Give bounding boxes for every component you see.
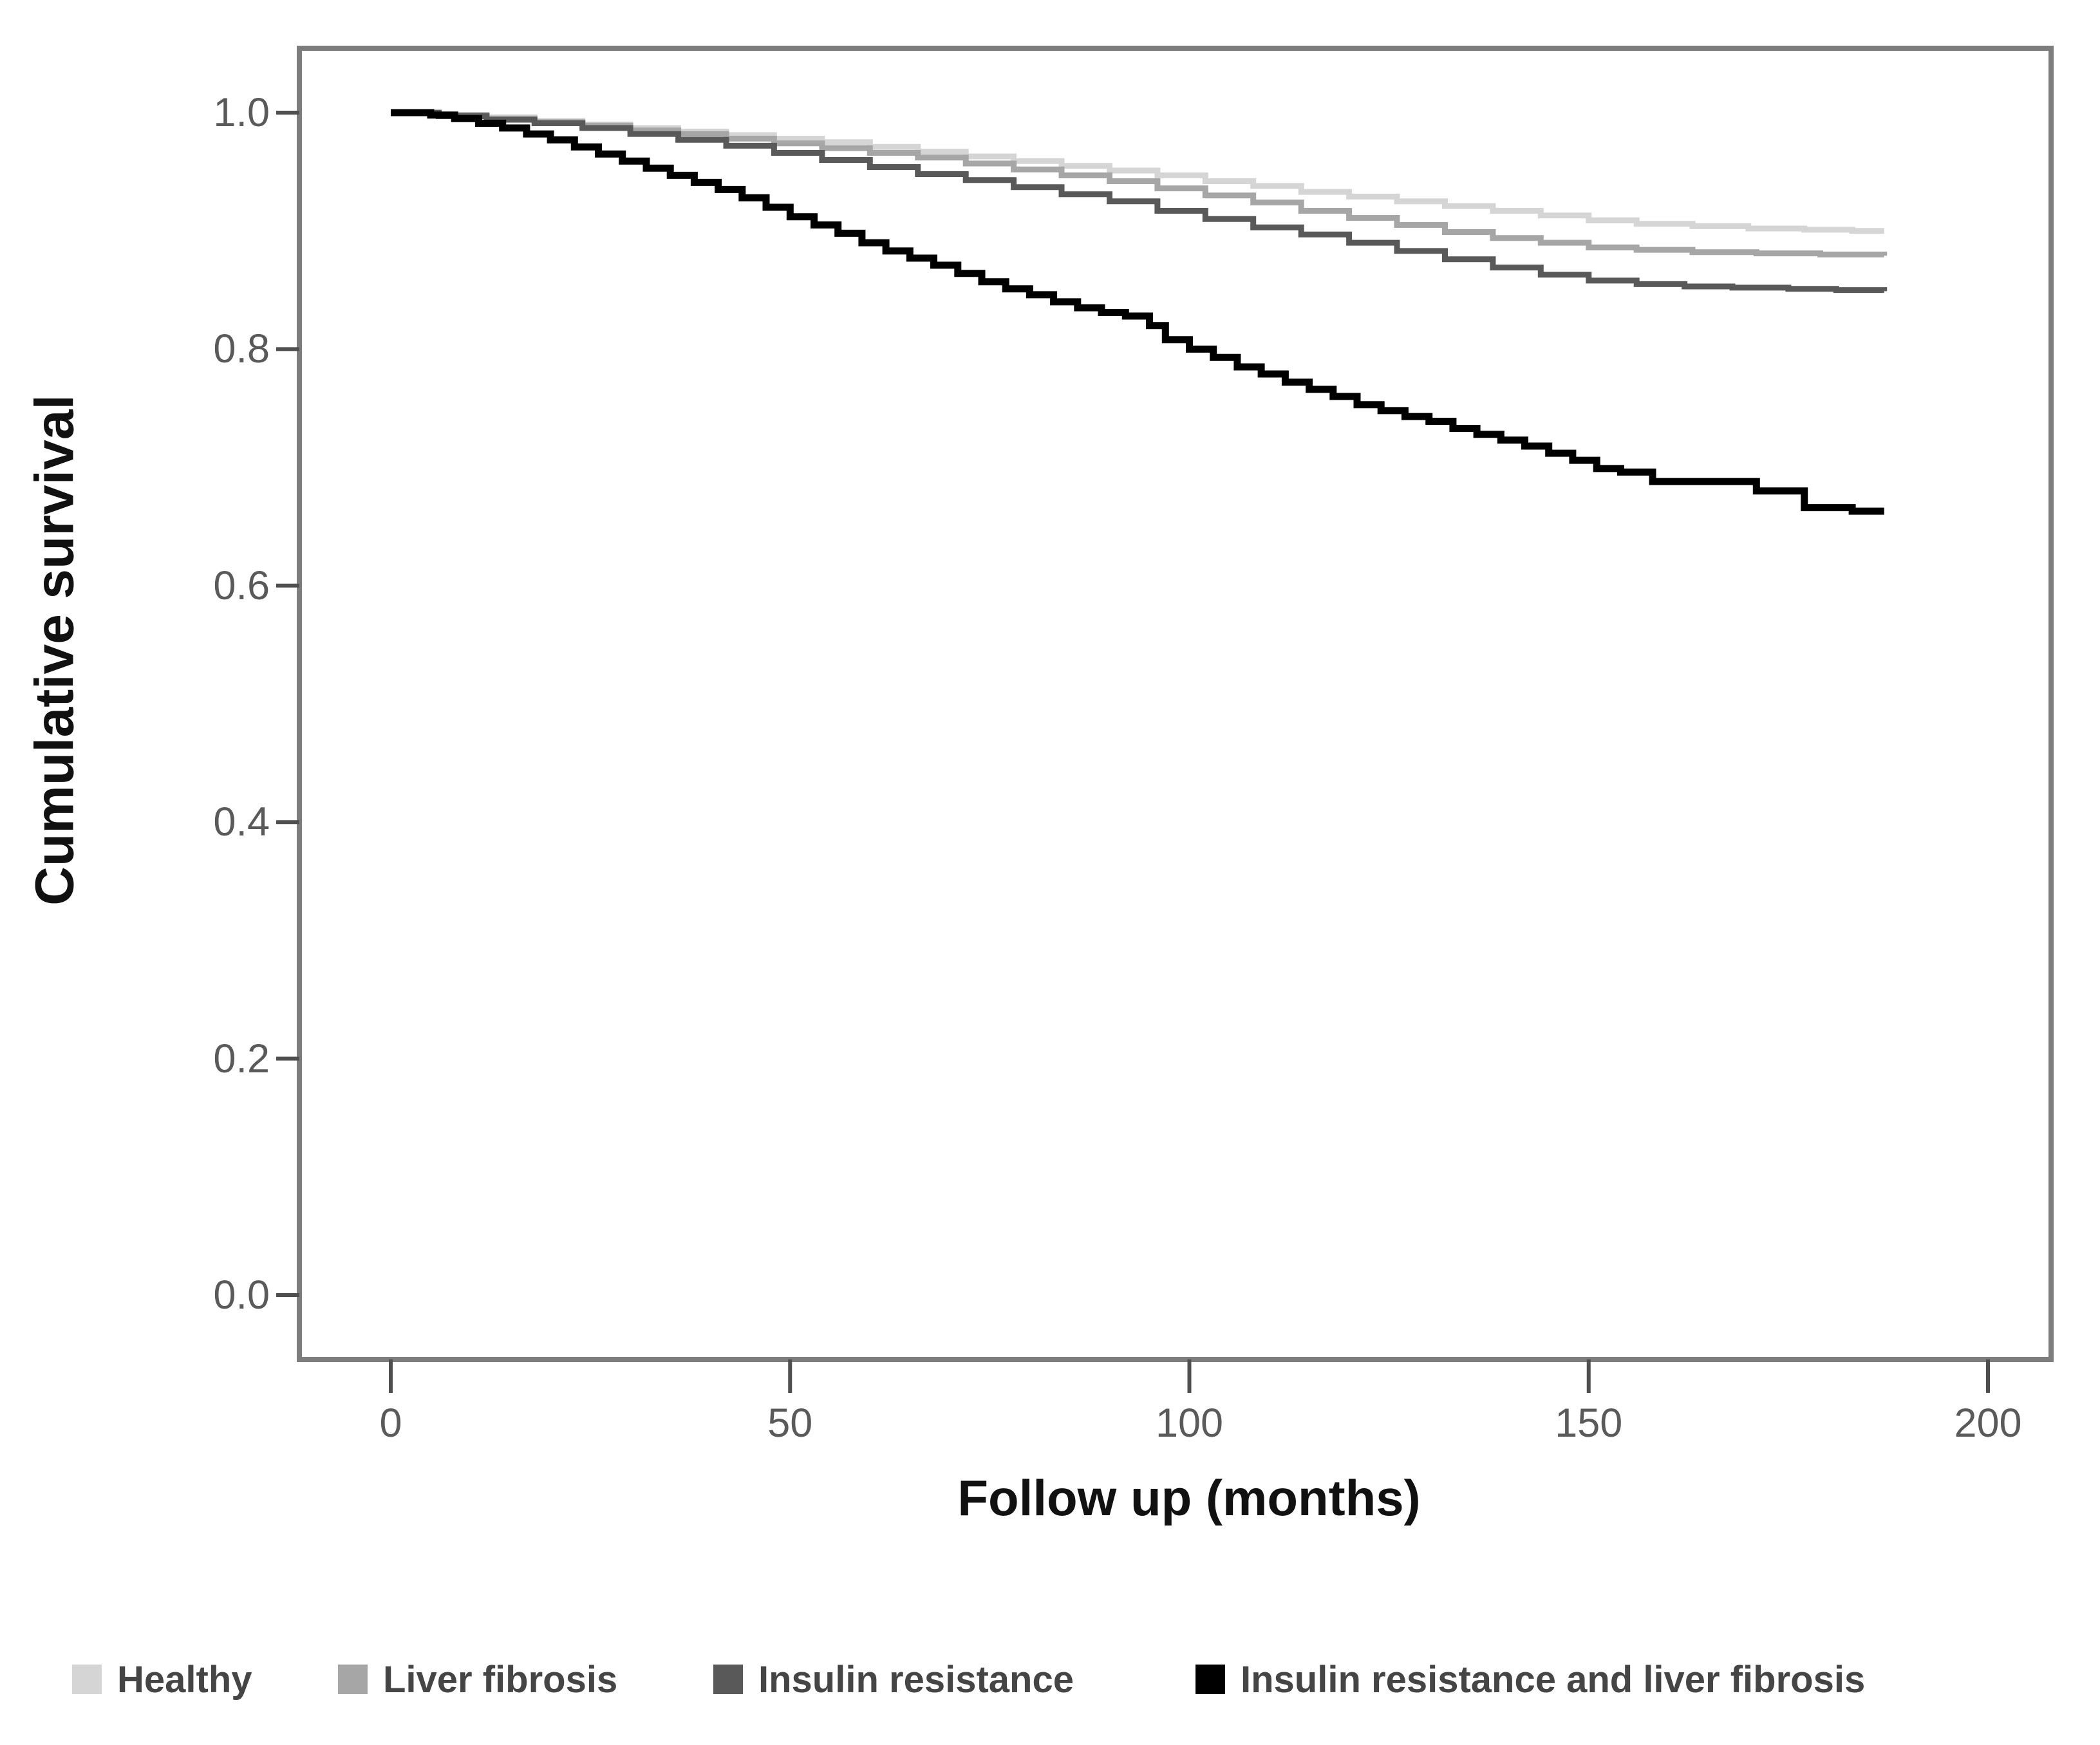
x-tick-label: 0 xyxy=(379,1401,402,1446)
legend-label: Healthy xyxy=(117,1658,252,1701)
x-tick-label: 50 xyxy=(767,1401,813,1446)
y-tick-label: 0.8 xyxy=(213,326,270,372)
y-tick-label: 0.4 xyxy=(213,799,270,845)
legend-swatch-icon xyxy=(338,1665,368,1694)
series-line-liver-fibrosis xyxy=(391,109,1888,257)
legend-swatch-icon xyxy=(72,1665,102,1694)
y-tick-label: 0.2 xyxy=(213,1036,270,1081)
legend-label: Insulin resistance and liver fibrosis xyxy=(1241,1658,1866,1701)
y-tick-label: 0.6 xyxy=(213,563,270,608)
legend-swatch-icon xyxy=(713,1665,743,1694)
legend-item: Liver fibrosis xyxy=(338,1658,618,1701)
legend-swatch-icon xyxy=(1195,1665,1225,1694)
x-axis-title: Follow up (months) xyxy=(957,1470,1421,1526)
y-tick-label: 1.0 xyxy=(213,90,270,135)
legend-label: Insulin resistance xyxy=(758,1658,1074,1701)
x-tick-label: 100 xyxy=(1155,1401,1224,1446)
plot-frame xyxy=(297,46,2054,1362)
series-line-insulin-resistance-and-liver-fibrosis xyxy=(391,109,1884,515)
y-tick-label: 0.0 xyxy=(213,1273,270,1318)
x-tick-label: 200 xyxy=(1954,1401,2022,1446)
legend-item: Insulin resistance and liver fibrosis xyxy=(1195,1658,1866,1701)
series-line-insulin-resistance xyxy=(391,109,1888,294)
legend-item: Insulin resistance xyxy=(713,1658,1074,1701)
legend-item: Healthy xyxy=(72,1658,252,1701)
legend-label: Liver fibrosis xyxy=(383,1658,618,1701)
x-tick-label: 150 xyxy=(1555,1401,1623,1446)
